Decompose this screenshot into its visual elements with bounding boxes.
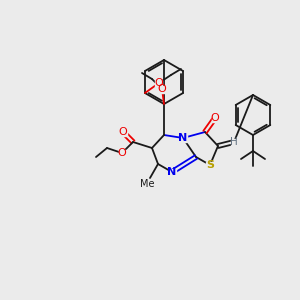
Text: S: S [206, 160, 214, 170]
Bar [119, 128, 127, 136]
Bar [206, 161, 214, 169]
Bar [231, 139, 237, 145]
Bar [155, 80, 162, 86]
Text: H: H [230, 137, 238, 147]
Text: O: O [118, 148, 126, 158]
Bar [158, 85, 166, 92]
Text: N: N [167, 167, 177, 177]
Text: Me: Me [140, 179, 154, 189]
Text: O: O [158, 84, 166, 94]
Text: O: O [154, 78, 163, 88]
Bar [179, 134, 187, 142]
Text: O: O [118, 127, 127, 137]
Bar [212, 115, 218, 122]
Bar [169, 169, 176, 176]
Text: N: N [178, 133, 188, 143]
Text: O: O [211, 113, 219, 123]
Bar [118, 149, 125, 157]
